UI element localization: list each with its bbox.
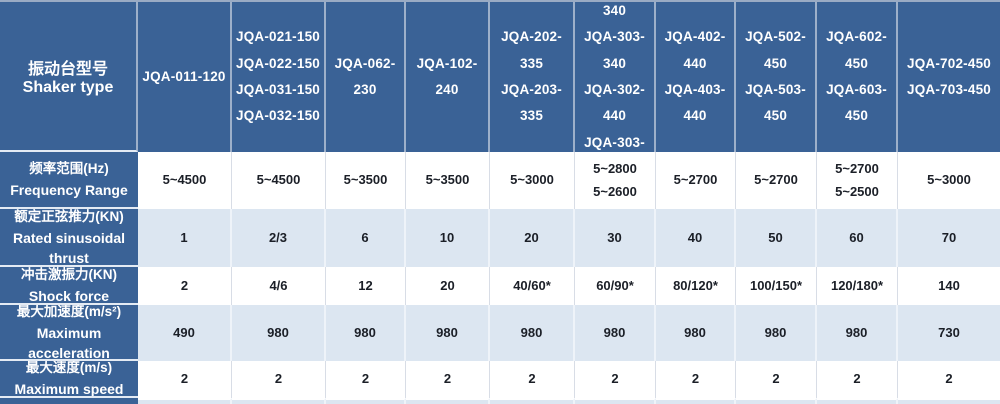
data-cell: 20	[490, 209, 575, 267]
row-label-shock-force: 冲击激振力(KN) Shock force	[0, 267, 138, 305]
data-cell: 5~3500	[406, 152, 490, 209]
data-cell: 2	[326, 361, 406, 398]
data-cell: 2	[138, 361, 232, 398]
cutoff-row-cell	[575, 398, 656, 404]
data-cell: 980	[326, 305, 406, 361]
data-cell: 5~2700	[656, 152, 736, 209]
column-header: JQA-402-440 JQA-403-440	[656, 2, 736, 152]
column-header: JQA-011-120	[138, 2, 232, 152]
row-label-max-speed: 最大速度(m/s) Maximum speed	[0, 361, 138, 398]
cutoff-row-cell	[817, 398, 898, 404]
row-label-max-acceleration: 最大加速度(m/s²) Maximum acceleration	[0, 305, 138, 361]
data-cell: 60/90*	[575, 267, 656, 305]
data-cell: 5~2800 5~2600	[575, 152, 656, 209]
data-cell: 980	[406, 305, 490, 361]
data-cell: 20	[406, 267, 490, 305]
data-cell: 2	[736, 361, 817, 398]
cutoff-row-cell	[138, 398, 232, 404]
data-cell: 2	[575, 361, 656, 398]
data-cell: 50	[736, 209, 817, 267]
data-cell: 2/3	[232, 209, 326, 267]
data-cell: 4/6	[232, 267, 326, 305]
row-label-zh: 频率范围(Hz)	[29, 161, 109, 177]
data-cell: 6	[326, 209, 406, 267]
data-cell: 2	[406, 361, 490, 398]
cutoff-row-cell	[736, 398, 817, 404]
row-label-zh: 最大速度(m/s)	[25, 361, 113, 376]
column-header: JQA-202-335 JQA-203-335	[490, 2, 575, 152]
data-cell: 30	[575, 209, 656, 267]
data-cell: 100/150*	[736, 267, 817, 305]
corner-label-zh: 振动台型号	[27, 61, 108, 78]
cutoff-row-cell	[232, 398, 326, 404]
data-cell: 2	[656, 361, 736, 398]
data-cell: 980	[817, 305, 898, 361]
data-cell: 730	[898, 305, 1000, 361]
row-label-frequency-range: 频率范围(Hz) Frequency Range	[0, 152, 138, 209]
cutoff-row-cell	[406, 398, 490, 404]
column-header: JQA-062-230	[326, 2, 406, 152]
data-cell: 40	[656, 209, 736, 267]
data-cell: 2	[898, 361, 1000, 398]
data-cell: 2	[232, 361, 326, 398]
data-cell: 2	[817, 361, 898, 398]
row-label-rated-thrust: 额定正弦推力(KN) Rated sinusoidal thrust	[0, 209, 138, 267]
data-cell: 5~4500	[138, 152, 232, 209]
data-cell: 70	[898, 209, 1000, 267]
data-cell: 40/60*	[490, 267, 575, 305]
column-header: JQA-021-150 JQA-022-150 JQA-031-150 JQA-…	[232, 2, 326, 152]
data-cell: 5~2700 5~2500	[817, 152, 898, 209]
data-cell: 5~3500	[326, 152, 406, 209]
data-cell: 980	[736, 305, 817, 361]
row-label-zh: 冲击激振力(KN)	[21, 267, 117, 282]
data-cell: 5~3000	[898, 152, 1000, 209]
data-cell: 980	[490, 305, 575, 361]
data-cell: 5~2700	[736, 152, 817, 209]
row-label-en: Rated sinusoidal thrust	[12, 229, 126, 267]
cutoff-row-cell	[898, 398, 1000, 404]
data-cell: 80/120*	[656, 267, 736, 305]
data-cell: 490	[138, 305, 232, 361]
column-header: JQA-502-450 JQA-503-450	[736, 2, 817, 152]
data-cell: 980	[656, 305, 736, 361]
row-label-zh: 额定正弦推力(KN)	[14, 209, 124, 224]
data-cell: 60	[817, 209, 898, 267]
row-label-en: Shock force	[28, 287, 110, 304]
data-cell: 5~3000	[490, 152, 575, 209]
row-label-en: Maximum acceleration	[28, 324, 110, 361]
data-cell: 5~4500	[232, 152, 326, 209]
data-cell: 140	[898, 267, 1000, 305]
column-header: JQA-602-450 JQA-603-450	[817, 2, 898, 152]
data-cell: 980	[232, 305, 326, 361]
column-header: JQA-302-340 JQA-303-340 JQA-302-440 JQA-…	[575, 2, 656, 152]
data-cell: 1	[138, 209, 232, 267]
cutoff-row-cell	[656, 398, 736, 404]
data-cell: 2	[138, 267, 232, 305]
table-corner-header: 振动台型号 Shaker type	[0, 2, 138, 152]
column-header: JQA-102-240	[406, 2, 490, 152]
data-cell: 980	[575, 305, 656, 361]
cutoff-row-cell	[490, 398, 575, 404]
row-label-en: Frequency Range	[10, 182, 128, 199]
cutoff-row-label	[0, 398, 138, 404]
data-cell: 12	[326, 267, 406, 305]
column-header: JQA-702-450 JQA-703-450	[898, 2, 1000, 152]
data-cell: 2	[490, 361, 575, 398]
row-label-en: Maximum speed	[14, 381, 124, 398]
data-cell: 10	[406, 209, 490, 267]
row-label-zh: 最大加速度(m/s²)	[16, 305, 122, 319]
data-cell: 120/180*	[817, 267, 898, 305]
corner-label-en: Shaker type	[22, 79, 114, 96]
cutoff-row-cell	[326, 398, 406, 404]
